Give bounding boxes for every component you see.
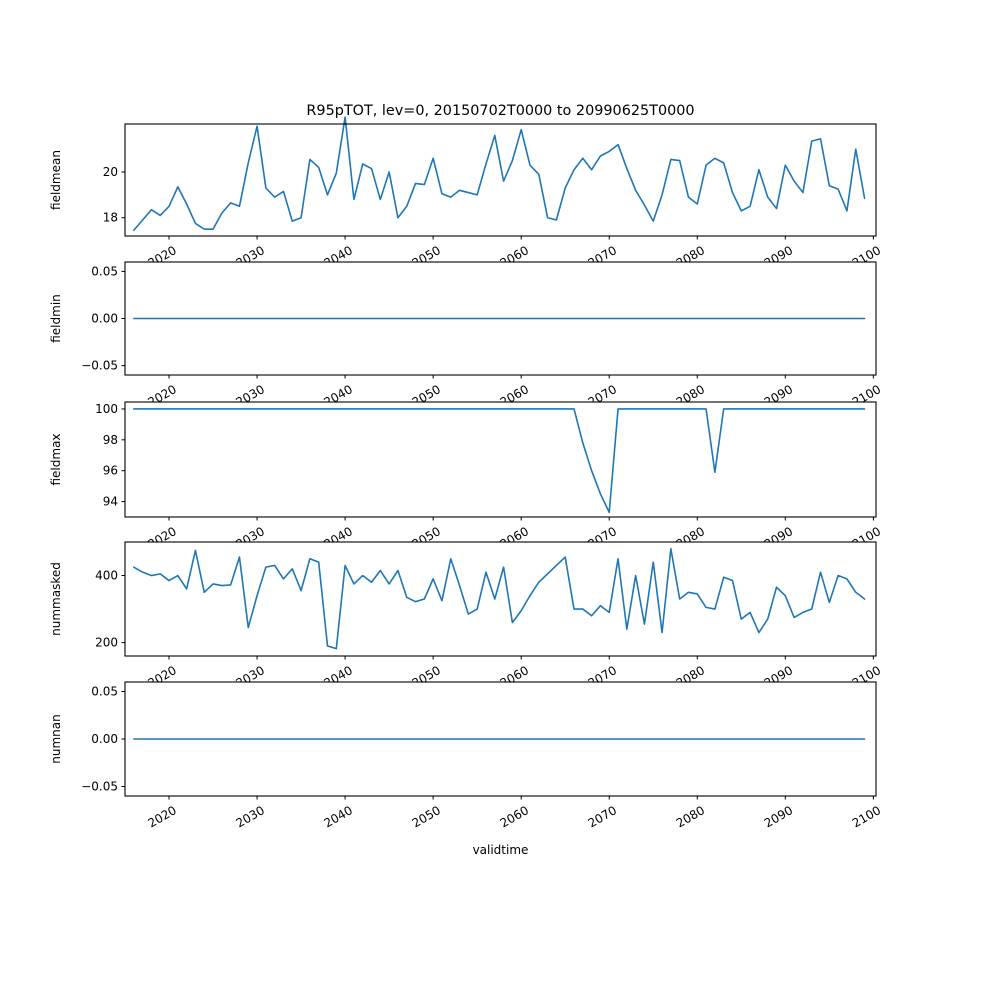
y-tick-label: 98 bbox=[103, 433, 118, 447]
y-tick-label: 18 bbox=[103, 211, 118, 225]
y-axis-label: fieldmean bbox=[49, 150, 63, 210]
plot-area-background bbox=[125, 402, 876, 517]
x-tick-label: 2070 bbox=[586, 803, 619, 830]
figure-title: R95pTOT, lev=0, 20150702T0000 to 2099062… bbox=[306, 103, 694, 119]
x-tick-label: 2020 bbox=[145, 803, 178, 830]
y-tick-label: 96 bbox=[103, 464, 118, 478]
y-tick-label: 20 bbox=[103, 165, 118, 179]
x-tick-label: 2040 bbox=[322, 803, 355, 830]
plot-area-background bbox=[125, 542, 876, 656]
y-tick-label: 100 bbox=[95, 402, 118, 416]
y-tick-label: 0.00 bbox=[91, 732, 118, 746]
y-tick-label: 200 bbox=[95, 636, 118, 650]
y-tick-label: 400 bbox=[95, 569, 118, 583]
x-tick-label: 2100 bbox=[850, 803, 883, 830]
y-tick-label: −0.05 bbox=[81, 780, 118, 794]
y-tick-label: 0.00 bbox=[91, 312, 118, 326]
y-tick-label: −0.05 bbox=[81, 359, 118, 373]
x-tick-label: 2030 bbox=[234, 803, 267, 830]
axes-spines bbox=[124, 123, 877, 237]
plot-area-background bbox=[125, 124, 876, 236]
axes-spines bbox=[124, 541, 877, 657]
y-axis-label: fieldmin bbox=[49, 294, 63, 343]
data-series-line bbox=[133, 116, 866, 232]
axes-spines bbox=[124, 681, 877, 797]
y-tick-label: 0.05 bbox=[91, 685, 118, 699]
x-axis-label: validtime bbox=[473, 843, 529, 857]
data-series-line bbox=[133, 547, 866, 650]
x-tick-label: 2080 bbox=[674, 803, 707, 830]
axes-spines bbox=[124, 401, 877, 518]
subplot-numnan: −0.05 0.00 0.05 2020 2030 2040 2050 2060 2070 208… bbox=[49, 681, 883, 857]
x-tick-label: 2060 bbox=[498, 803, 531, 830]
data-series-line bbox=[133, 408, 866, 514]
y-tick-label: 0.05 bbox=[91, 264, 118, 278]
x-tick-label: 2090 bbox=[762, 803, 795, 830]
x-tick-label: 2050 bbox=[410, 803, 443, 830]
y-axis-label: nummasked bbox=[49, 562, 63, 636]
y-axis-label: fieldmax bbox=[49, 433, 63, 485]
y-axis-label: numnan bbox=[49, 714, 63, 763]
y-tick-label: 94 bbox=[103, 495, 118, 509]
axes-spines bbox=[124, 261, 877, 376]
